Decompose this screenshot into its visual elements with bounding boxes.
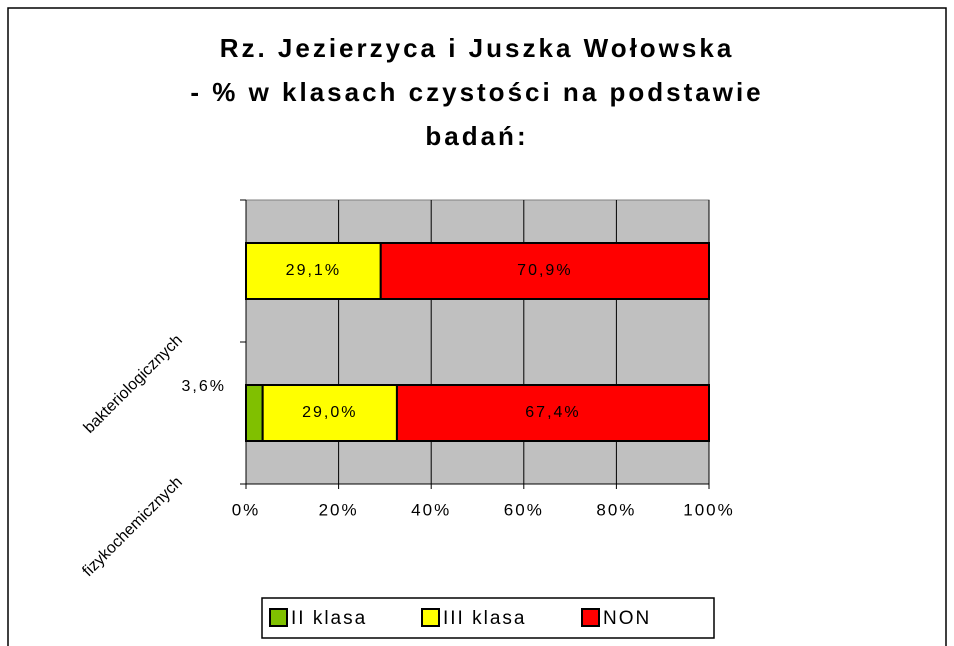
legend-swatch — [269, 608, 288, 627]
data-label: 3,6% — [182, 378, 226, 395]
legend-box — [261, 597, 715, 639]
x-tick-label: 40% — [411, 500, 451, 519]
legend-swatch — [581, 608, 600, 627]
legend-label: III klasa — [443, 608, 526, 629]
x-tick-label: 100% — [683, 500, 734, 519]
y-tick-label: bakteriologicznych — [81, 332, 186, 437]
data-label: 70,9% — [517, 262, 572, 279]
bar-segment — [395, 384, 710, 442]
data-label: 29,1% — [286, 262, 341, 279]
legend-label: II klasa — [291, 608, 367, 629]
x-tick-label: 60% — [504, 500, 544, 519]
bar-segment — [245, 242, 382, 300]
chart-title: badań: — [425, 121, 528, 151]
data-label: 29,0% — [302, 404, 357, 421]
chart-border — [7, 7, 947, 646]
legend-swatch — [421, 608, 440, 627]
bar-segment — [245, 384, 264, 442]
bar-segment — [379, 242, 710, 300]
y-tick-label: fizykochemicznych — [79, 474, 185, 580]
data-label: 67,4% — [525, 404, 580, 421]
chart-title: - % w klasach czystości na podstawie — [190, 77, 763, 107]
chart-title: Rz. Jezierzyca i Juszka Wołowska — [220, 33, 735, 63]
bar-segment — [261, 384, 398, 442]
legend-label: NON — [603, 608, 651, 629]
x-tick-label: 0% — [232, 500, 261, 519]
x-tick-label: 80% — [596, 500, 636, 519]
x-tick-label: 20% — [319, 500, 359, 519]
